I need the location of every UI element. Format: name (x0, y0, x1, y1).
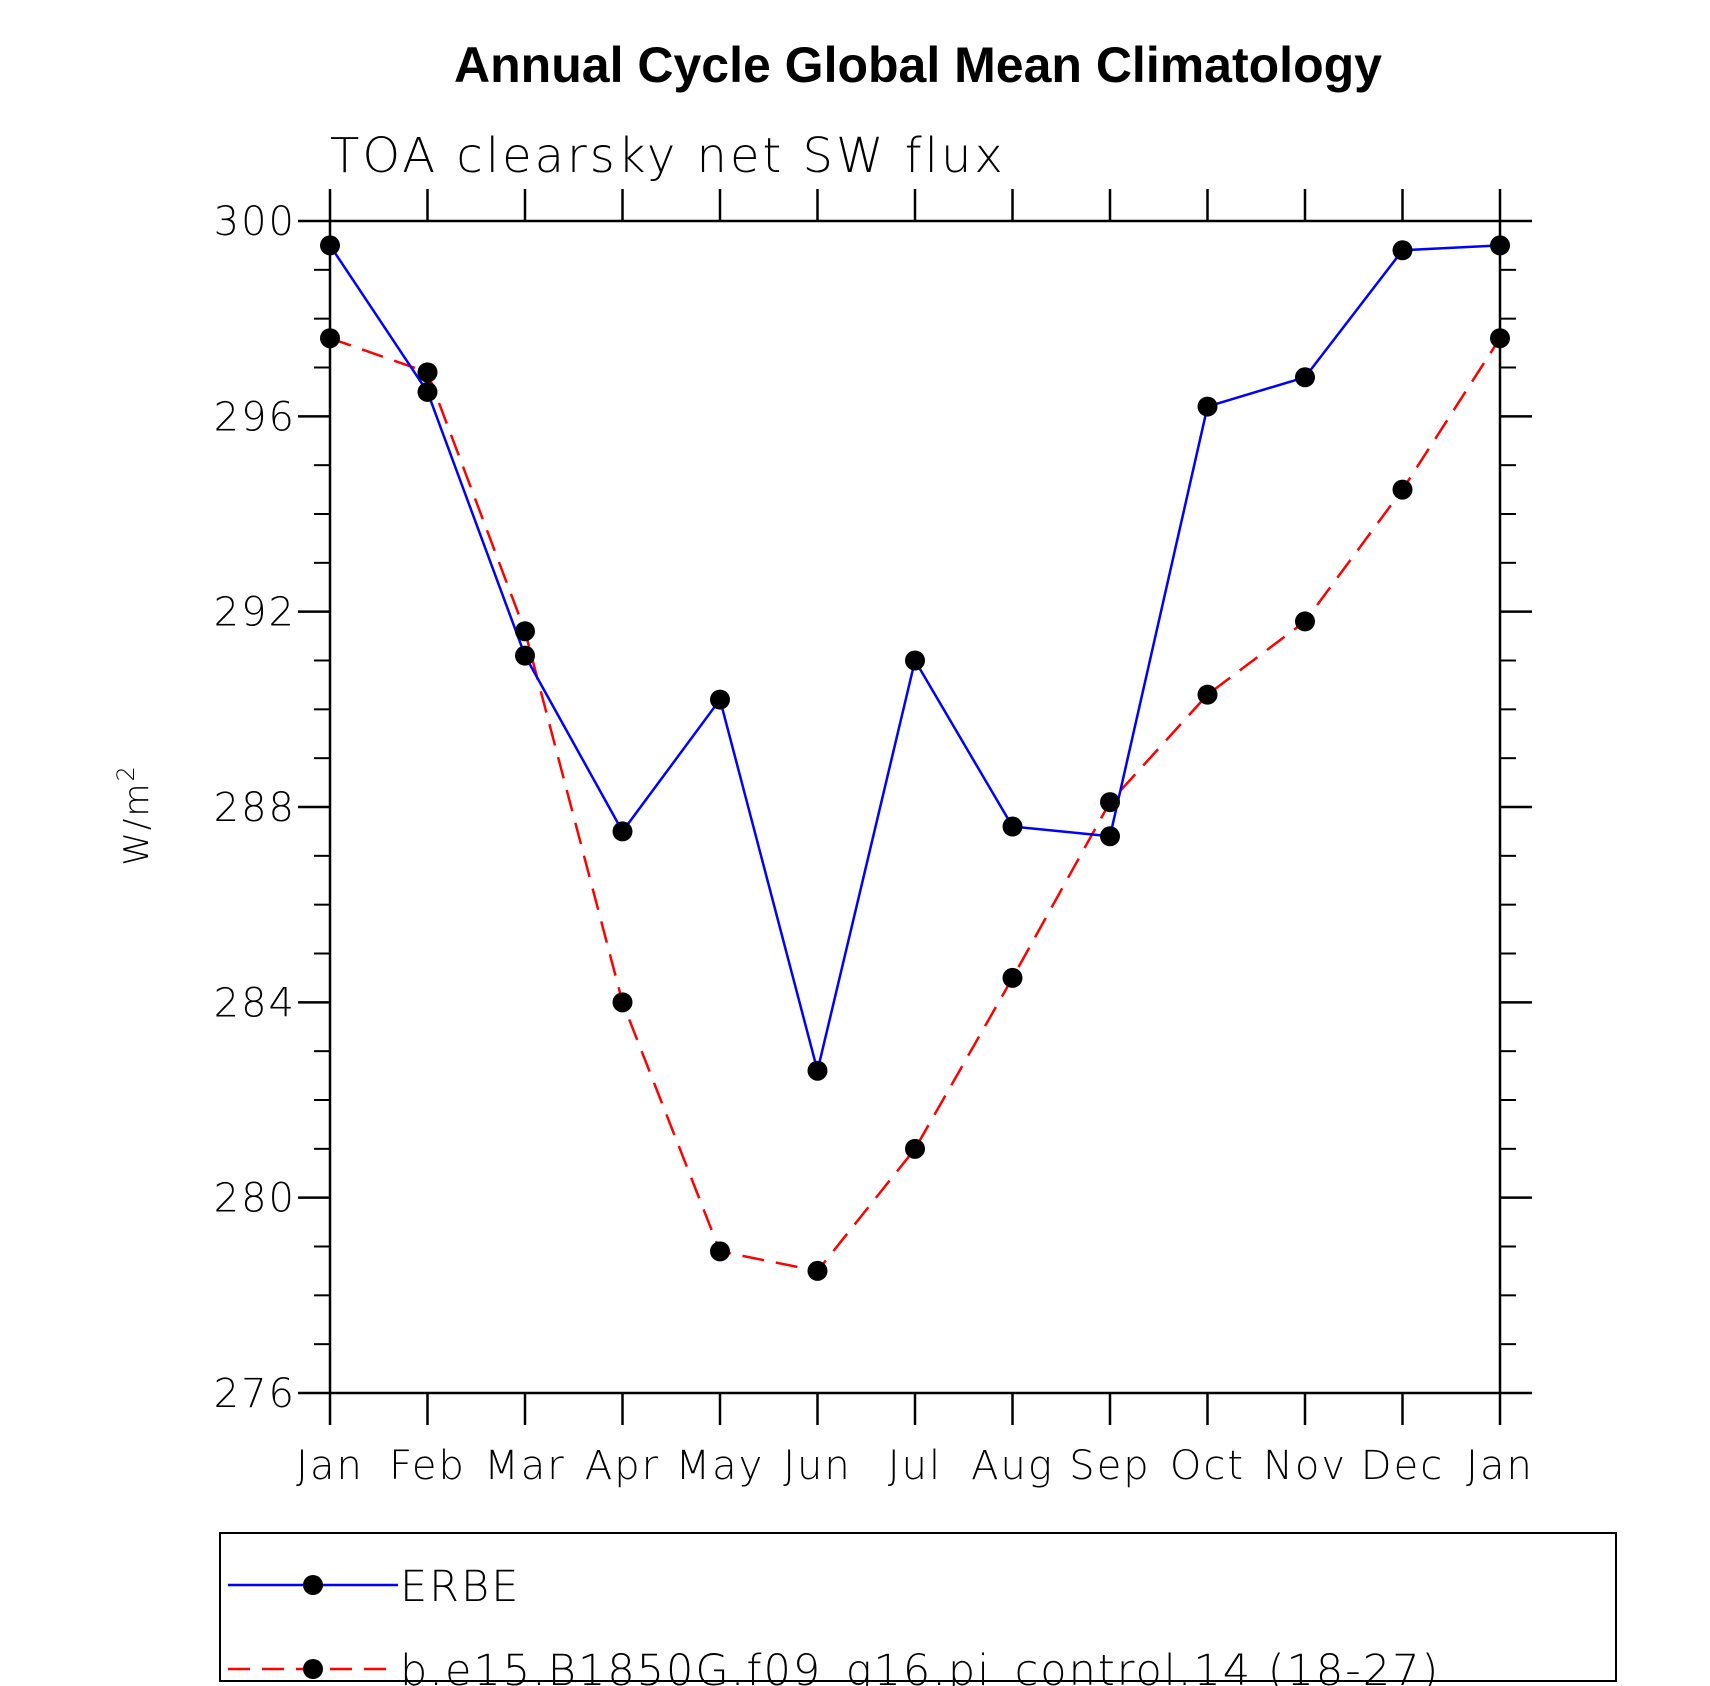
x-tick-label: Mar (484, 1443, 565, 1489)
legend-items: ERBE b.e15.B1850G.f09_g16.pi_control.14 (… (228, 1562, 1440, 1686)
data-point (1295, 611, 1315, 632)
x-tick-label: Jul (888, 1443, 942, 1489)
data-point (905, 1138, 925, 1159)
legend-label: ERBE (400, 1562, 520, 1612)
data-point (807, 1060, 828, 1081)
x-tick-label: Apr (585, 1443, 660, 1489)
series-layer (320, 235, 1510, 1281)
data-point (612, 821, 633, 842)
x-tick-label: Nov (1263, 1443, 1347, 1489)
data-point (515, 621, 535, 642)
x-tick-label: Oct (1170, 1443, 1245, 1489)
data-point (1490, 328, 1510, 349)
data-point (1392, 240, 1413, 261)
y-tick-label: 276 (214, 1371, 296, 1417)
legend-marker (303, 1659, 323, 1679)
data-point (417, 362, 438, 383)
data-point (612, 992, 633, 1013)
data-point (905, 650, 925, 671)
x-tick-label: Jan (296, 1443, 364, 1489)
data-point (1100, 826, 1120, 847)
legend-box (219, 1532, 1617, 1682)
data-point (710, 689, 730, 710)
y-tick-label: 280 (214, 1176, 296, 1222)
data-point (320, 328, 340, 349)
chart-subtitle: TOA clearsky net SW flux (330, 128, 1006, 184)
x-tick-label: Aug (971, 1443, 1054, 1489)
legend: ERBE b.e15.B1850G.f09_g16.pi_control.14 (… (219, 1532, 1617, 1686)
y-tick-label: 296 (214, 394, 296, 440)
y-tick-label: 284 (214, 980, 296, 1026)
y-axis-label-unit: W/m (117, 782, 157, 866)
data-point (1295, 367, 1315, 388)
x-tick-label: May (676, 1443, 765, 1489)
data-point (807, 1260, 828, 1281)
data-point (320, 235, 340, 256)
axes: 276 280 284 288 292 296 300 Jan Feb Mar Apr May Jun J… (214, 189, 1534, 1489)
x-tick-label: Dec (1361, 1443, 1444, 1489)
plot-frame (328, 219, 1502, 1395)
y-axis-label-exponent: 2 (112, 764, 140, 781)
series-line (329, 337, 1502, 1273)
data-point (1392, 479, 1413, 500)
x-tick-label: Sep (1069, 1443, 1150, 1489)
data-point (417, 381, 438, 402)
data-point (1100, 792, 1120, 813)
y-axis-label: W/m2 (112, 764, 157, 865)
y-tick-label: 300 (214, 199, 296, 245)
y-tick-label: 288 (214, 785, 296, 831)
data-point (1490, 235, 1510, 256)
data-point (515, 645, 535, 666)
chart-title: Annual Cycle Global Mean Climatology (454, 37, 1382, 93)
x-tick-label: Jan (1466, 1443, 1534, 1489)
data-point (1197, 684, 1218, 705)
legend-label: b.e15.B1850G.f09_g16.pi_control.14 (18-2… (400, 1646, 1440, 1686)
data-point (1002, 967, 1023, 988)
data-point (1197, 396, 1218, 417)
x-tick-label: Feb (389, 1443, 466, 1489)
data-point (1002, 816, 1023, 837)
x-tick-label: Jun (783, 1443, 852, 1489)
legend-marker (303, 1575, 323, 1595)
y-tick-label: 292 (214, 590, 296, 636)
data-point (710, 1241, 730, 1262)
